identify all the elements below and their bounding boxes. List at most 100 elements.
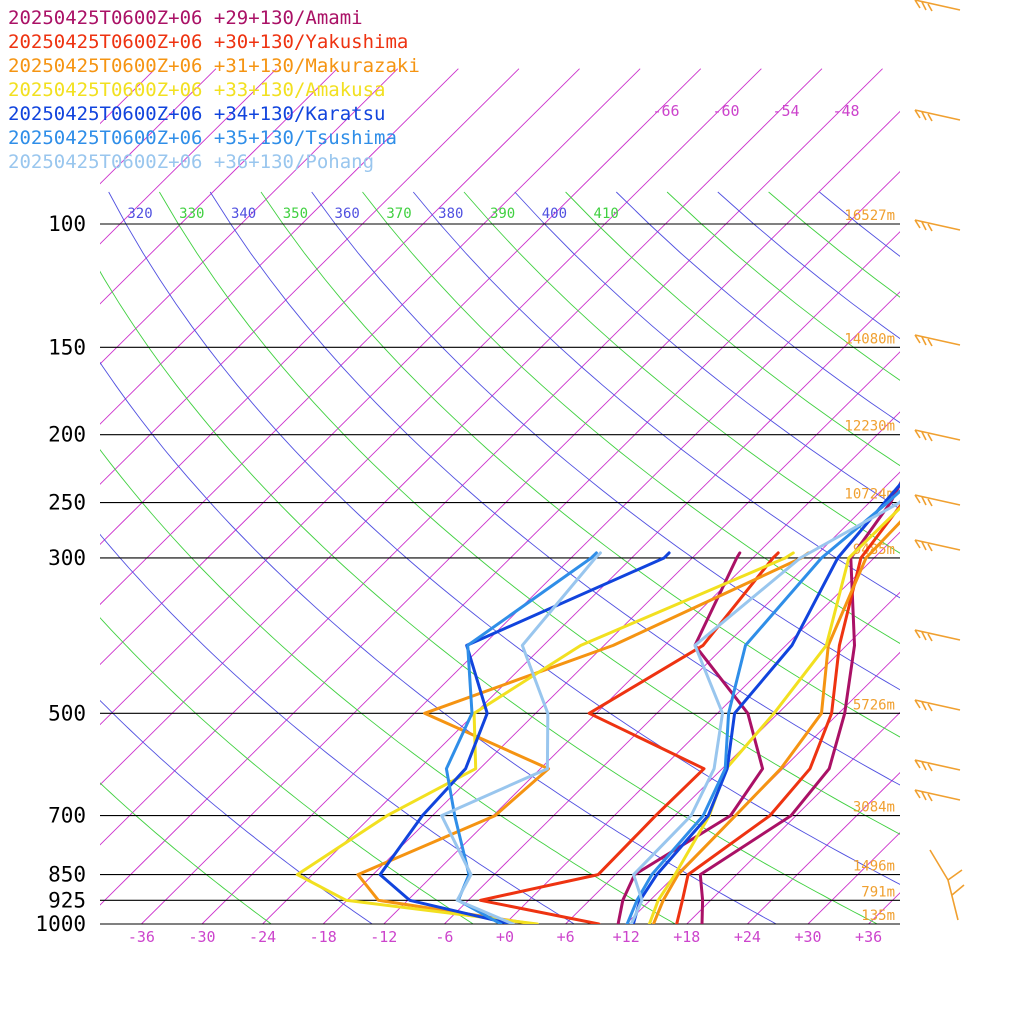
wind-barb-icon: [914, 759, 961, 772]
pressure-level-label: 200: [48, 423, 86, 447]
geopotential-height-label: 1496m: [853, 859, 895, 875]
isotherm-line: [100, 68, 520, 485]
isotherm-line: [100, 68, 762, 726]
isotherm-line: [100, 68, 702, 666]
isotherm-label: -66: [652, 102, 679, 120]
legend-entry: 20250425T0600Z+06 +31+130/Makurazaki: [8, 55, 420, 77]
geopotential-height-label: 5726m: [853, 697, 895, 713]
geopotential-height-label: 135m: [861, 908, 895, 924]
dewpoint-profile-line: [440, 551, 602, 924]
legend-entry: 20250425T0600Z+06 +35+130/Tsushima: [8, 127, 397, 149]
wind-barb-icon: [914, 0, 961, 12]
temperature-profile-line: [631, 482, 900, 924]
pressure-level-label: 100: [48, 212, 86, 236]
wind-barb-icon: [914, 494, 961, 507]
dry-adiabat-line: [311, 191, 900, 691]
x-tick-label: +12: [613, 928, 640, 946]
wind-barb-icon: [929, 849, 965, 921]
wind-barb-icon: [914, 109, 961, 122]
isotherm-line: [141, 170, 900, 924]
theta-label: 360: [335, 206, 360, 222]
legend-entry: 20250425T0600Z+06 +30+130/Yakushima: [8, 31, 408, 53]
geopotential-height-label: 10724m: [844, 487, 895, 503]
legend-entry: 20250425T0600Z+06 +33+130/Amakusa: [8, 79, 386, 101]
dry-adiabat-line: [159, 191, 900, 835]
pressure-level-label: 700: [48, 804, 86, 828]
isotherm-line: [201, 231, 900, 924]
dewpoint-profile-line: [478, 551, 780, 924]
wind-barb-icon: [914, 789, 961, 802]
x-tick-label: -18: [310, 928, 337, 946]
isotherm-line: [383, 411, 900, 924]
temperature-profile-line: [625, 489, 900, 924]
pressure-level-label: 1000: [35, 912, 86, 936]
geopotential-height-label: 791m: [861, 884, 895, 900]
x-tick-label: -36: [128, 928, 155, 946]
dry-adiabat-line: [100, 270, 878, 924]
isotherm-line: [444, 471, 900, 924]
dry-adiabat-line: [100, 699, 373, 924]
dry-adiabat-line: [209, 191, 900, 786]
wind-barb-icon: [914, 539, 961, 552]
x-axis-ticks: -36 -30 -24 -18 -12 -6 +0 +6 +12 +18 +24 +30 +36: [128, 928, 882, 946]
pressure-level-label: 925: [48, 888, 86, 912]
wind-barbs: [914, 0, 965, 921]
pressure-level-label: 300: [48, 546, 86, 570]
x-tick-label: +6: [557, 928, 575, 946]
isotherm-line: [747, 772, 900, 924]
x-tick-label: +36: [855, 928, 882, 946]
temperature-profile-line: [652, 520, 900, 924]
x-tick-label: -6: [435, 928, 453, 946]
dry-adiabat-line: [100, 448, 676, 924]
wind-barb-icon: [914, 429, 961, 442]
isotherm-line: [100, 68, 277, 245]
dewpoint-profile-line: [616, 551, 765, 924]
temperature-profile-line: [698, 480, 900, 924]
isotherm-line: [100, 68, 580, 545]
isotherm-line: [100, 68, 399, 365]
theta-label: 370: [386, 206, 411, 222]
isotherm-line: [100, 68, 823, 786]
x-tick-label: -12: [370, 928, 397, 946]
temperature-profile-line: [647, 506, 900, 924]
theta-labels: 320 330 340 350 360 370 380 390 400 410: [127, 206, 618, 222]
dry-adiabat-line: [100, 782, 272, 924]
legend-entry: 20250425T0600Z+06 +29+130/Amami: [8, 7, 363, 29]
geopotential-height-label: 14080m: [844, 331, 895, 347]
isotherm-line: [504, 531, 900, 924]
isotherm-line: [100, 68, 338, 305]
wind-barb-icon: [914, 334, 961, 347]
isotherm-line: [322, 351, 900, 924]
legend-entry: 20250425T0600Z+06 +36+130/Pohang: [8, 151, 374, 173]
dewpoint-profile-line: [378, 551, 671, 924]
dry-adiabat-line: [514, 191, 900, 510]
legend-entry: 20250425T0600Z+06 +34+130/Karatsu: [8, 103, 386, 125]
theta-label: 340: [231, 206, 256, 222]
sounding-series: [295, 480, 900, 924]
temperature-profile-line: [675, 503, 900, 924]
wind-barb-icon: [914, 699, 961, 712]
x-tick-label: +30: [794, 928, 821, 946]
theta-label: 320: [127, 206, 152, 222]
dry-adiabat-line: [100, 533, 575, 924]
geopotential-height-label: 3084m: [853, 800, 895, 816]
isotherm-labels: -66 -60 -54 -48: [652, 102, 859, 120]
theta-label: 410: [594, 206, 619, 222]
x-tick-label: -24: [249, 928, 276, 946]
isotherm-label: -54: [772, 102, 799, 120]
dry-adiabat-line: [108, 191, 900, 885]
pressure-levels: 100 16527m 150 14080m 200 12230m 250 10724m 300 9…: [35, 208, 900, 936]
geopotential-height-label: 16527m: [844, 208, 895, 224]
dry-adiabat-line: [100, 617, 474, 924]
legend: 20250425T0600Z+06 +29+130/Amami20250425T…: [8, 7, 420, 173]
isotherm-line: [100, 110, 900, 906]
wind-barb-icon: [914, 629, 961, 642]
theta-label: 350: [283, 206, 308, 222]
isotherm-line: [262, 291, 900, 924]
theta-label: 400: [542, 206, 567, 222]
x-tick-label: +24: [734, 928, 761, 946]
x-tick-label: +18: [673, 928, 700, 946]
dry-adiabat-line: [412, 191, 900, 599]
dry-adiabat-line: [260, 191, 900, 738]
